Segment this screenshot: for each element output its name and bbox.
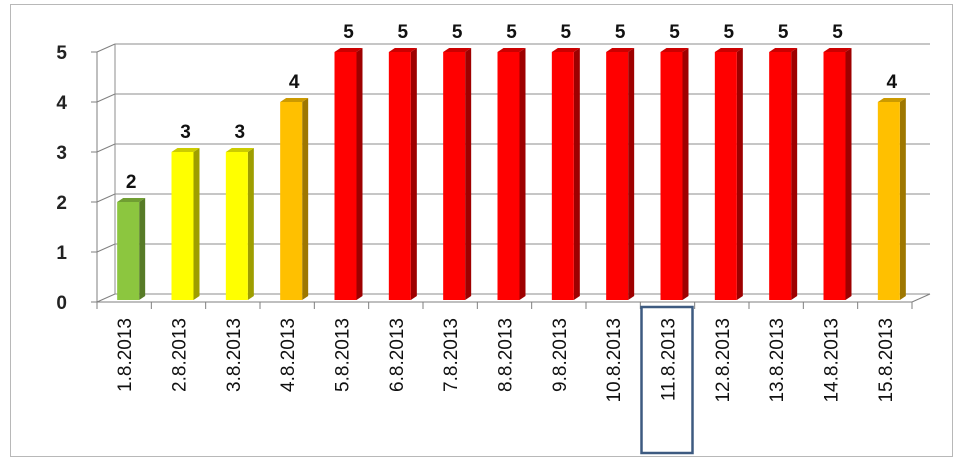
bar-side [193, 148, 200, 300]
bar [280, 102, 303, 300]
bar-side [845, 48, 852, 300]
bar-side [682, 48, 689, 300]
data-label: 4 [887, 72, 898, 93]
data-label: 5 [778, 22, 789, 43]
x-tick-label: 13.8.2013 [767, 318, 788, 403]
x-tick-label: 12.8.2013 [713, 318, 734, 403]
bar [497, 52, 520, 300]
y-tick-label: 0 [56, 293, 67, 314]
y-tick-label: 1 [56, 243, 67, 264]
bar-side [302, 98, 309, 300]
y-tick-label: 3 [56, 143, 67, 164]
bar [823, 52, 846, 300]
bar [877, 102, 900, 300]
x-tick-label: 3.8.2013 [224, 318, 245, 392]
x-tick-label: 9.8.2013 [550, 318, 571, 392]
bar-top [171, 148, 200, 152]
bar [551, 52, 574, 300]
y-tick-label: 2 [56, 193, 67, 214]
floor-right-edge [911, 293, 931, 303]
bar [660, 52, 683, 300]
gridline-depth [96, 293, 116, 303]
data-label: 5 [343, 22, 354, 43]
y-tick-label: 5 [56, 43, 67, 64]
bar-top [388, 48, 417, 52]
x-tick-label: 14.8.2013 [822, 318, 843, 403]
x-tick-label: 7.8.2013 [441, 318, 462, 392]
bar [171, 152, 194, 300]
gridline-depth [96, 243, 116, 253]
bar-side [791, 48, 798, 300]
bar-top [769, 48, 798, 52]
bar [443, 52, 466, 300]
bar [714, 52, 737, 300]
data-label: 2 [126, 172, 137, 193]
bar-top [606, 48, 635, 52]
x-tick-label: 11.8.2013 [659, 318, 680, 401]
y-tick-label: 4 [56, 93, 67, 114]
x-tick-label: 4.8.2013 [278, 318, 299, 392]
x-tick-label: 2.8.2013 [170, 318, 191, 392]
highlight-box [640, 305, 694, 455]
bar [388, 52, 411, 300]
gridline-depth [96, 143, 116, 153]
bar-top [280, 98, 309, 102]
bar [606, 52, 629, 300]
data-label: 5 [561, 22, 572, 43]
bar-side [573, 48, 580, 300]
bar-side [519, 48, 526, 300]
bar-top [823, 48, 852, 52]
data-label: 5 [669, 22, 680, 43]
gridline-depth [96, 193, 116, 203]
x-tick-label: 15.8.2013 [876, 318, 897, 403]
bar-side [410, 48, 417, 300]
bar-top [660, 48, 689, 52]
bar [117, 202, 140, 300]
bar [769, 52, 792, 300]
bar-top [117, 198, 146, 202]
bar-top [714, 48, 743, 52]
bar-side [247, 148, 254, 300]
data-label: 3 [235, 122, 246, 143]
x-tick-label: 5.8.2013 [333, 318, 354, 392]
x-tick-label: 8.8.2013 [496, 318, 517, 392]
bar-side [736, 48, 743, 300]
bar-side [356, 48, 363, 300]
data-label: 4 [289, 72, 300, 93]
bar-top [551, 48, 580, 52]
bar-side [628, 48, 635, 300]
bar-side [139, 198, 146, 300]
x-tick-label: 6.8.2013 [387, 318, 408, 392]
data-label: 5 [724, 22, 735, 43]
bar [334, 52, 357, 300]
data-label: 5 [615, 22, 626, 43]
bar-top [225, 148, 254, 152]
bar-side [465, 48, 472, 300]
bar-top [497, 48, 526, 52]
bar-top [877, 98, 906, 102]
bar-top [443, 48, 472, 52]
data-label: 5 [832, 22, 843, 43]
data-label: 5 [452, 22, 463, 43]
x-tick-label: 1.8.2013 [115, 318, 136, 392]
x-tick-label: 10.8.2013 [604, 318, 625, 403]
bar [225, 152, 248, 300]
gridline-depth [96, 43, 116, 53]
gridline-depth [96, 93, 116, 103]
data-label: 3 [180, 122, 191, 143]
bar-side [899, 98, 906, 300]
data-label: 5 [506, 22, 517, 43]
data-label: 5 [398, 22, 409, 43]
bar-top [334, 48, 363, 52]
